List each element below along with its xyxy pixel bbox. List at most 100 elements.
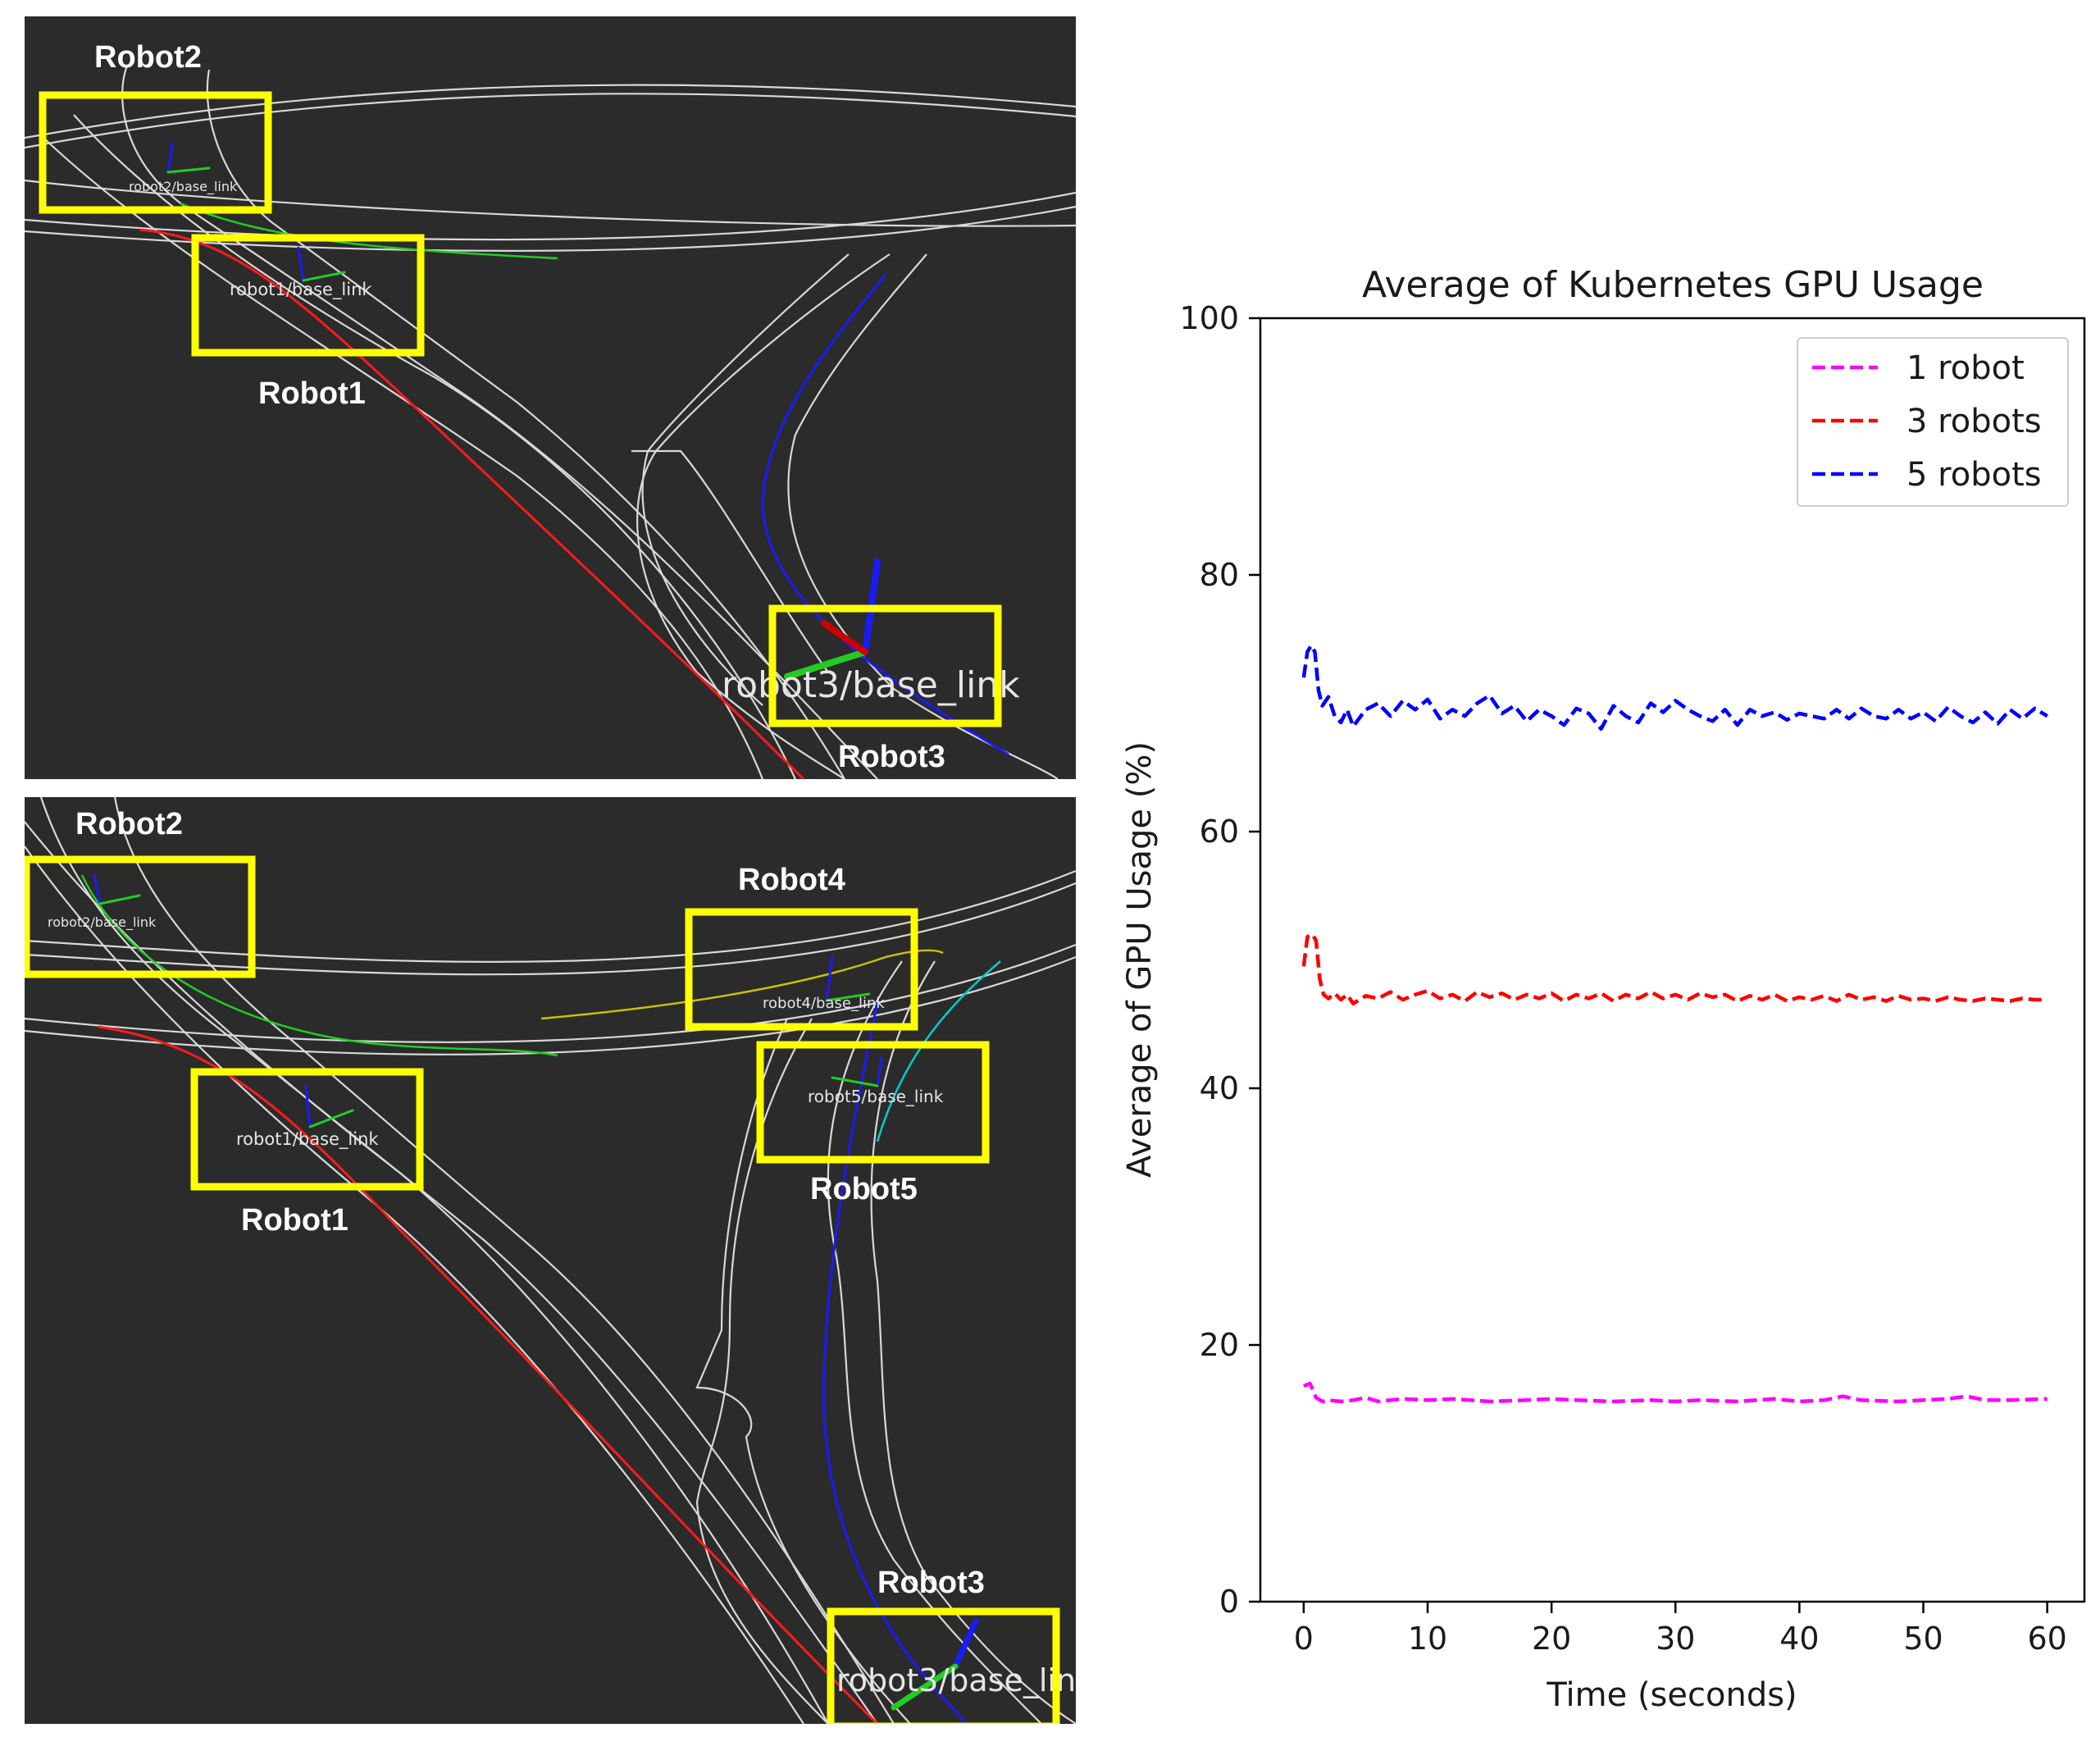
highlight-box-robot1 bbox=[191, 234, 425, 357]
rviz-view-5-robots: robot2/base_link robot1/base_link robot4… bbox=[25, 797, 1076, 1724]
path-green bbox=[80, 874, 558, 1057]
frame-label-robot2: robot2/base_link bbox=[48, 914, 157, 931]
path-blue bbox=[761, 274, 1009, 756]
road-line bbox=[25, 869, 1076, 963]
highlight-box-robot3 bbox=[768, 604, 1002, 727]
tf-z-axis bbox=[876, 1056, 883, 1087]
x-axis-ticks: 0 10 20 30 40 50 60 bbox=[1294, 1602, 2067, 1657]
path-red bbox=[139, 228, 805, 779]
road-line bbox=[25, 179, 1076, 227]
road-line bbox=[25, 205, 1076, 252]
rviz-scene-5-robots: robot2/base_link robot1/base_link robot4… bbox=[25, 797, 1076, 1724]
frame-label-robot4: robot4/base_link bbox=[763, 995, 885, 1012]
tf-y-axis bbox=[302, 271, 346, 282]
road-lines bbox=[25, 65, 1076, 779]
highlight-box-robot4 bbox=[685, 908, 918, 1031]
path-red bbox=[98, 1025, 879, 1724]
road-line bbox=[870, 960, 1076, 1724]
robot-label-robot3: Robot3 bbox=[877, 1566, 985, 1600]
frame-label-robot3: robot3/base_link bbox=[722, 664, 1020, 706]
tf-y-axis bbox=[891, 1663, 959, 1711]
road-line bbox=[113, 797, 895, 1724]
y-tick-label: 80 bbox=[1200, 557, 1239, 593]
y-axis-label: Average of GPU Usage (%) bbox=[1121, 741, 1159, 1178]
rviz-scene-3-robots: robot2/base_link robot1/base_link robot3… bbox=[25, 40, 1076, 779]
road-line bbox=[73, 114, 796, 779]
series-layer bbox=[1301, 643, 2048, 1404]
frame-label-robot1: robot1/base_link bbox=[236, 1129, 379, 1150]
robot-label-robot5: Robot5 bbox=[810, 1172, 918, 1206]
path-blue bbox=[822, 1001, 969, 1724]
robot-label-robot3: Robot3 bbox=[838, 740, 945, 774]
y-tick-label: 0 bbox=[1219, 1584, 1239, 1620]
tf-z-axis bbox=[825, 955, 834, 1002]
highlight-boxes bbox=[25, 855, 1060, 1724]
frame-label-robot2: robot2/base_link bbox=[129, 179, 238, 195]
road-line bbox=[695, 1018, 829, 1724]
frame-label-robot3: robot3/base_link bbox=[836, 1662, 1076, 1698]
highlight-box-robot2 bbox=[25, 855, 256, 978]
road-line bbox=[39, 797, 878, 1724]
x-axis-label: Time (seconds) bbox=[1546, 1676, 1797, 1714]
tf-y-axis bbox=[308, 1109, 354, 1128]
tf-z-axis bbox=[93, 873, 102, 905]
road-line bbox=[40, 134, 764, 779]
robot-label-robot2: Robot2 bbox=[75, 807, 183, 841]
robot-label-robot4: Robot4 bbox=[738, 863, 845, 897]
y-axis-ticks: 0 20 40 60 80 100 bbox=[1179, 300, 1260, 1620]
tf-z-axis bbox=[166, 142, 174, 174]
highlight-box-robot1 bbox=[190, 1068, 424, 1191]
robot-label-robot2: Robot2 bbox=[94, 40, 202, 75]
frame-label-robot5: robot5/base_link bbox=[808, 1087, 944, 1106]
plot-frame bbox=[1259, 317, 2086, 1603]
x-tick-label: 50 bbox=[1903, 1621, 1943, 1657]
highlight-box-robot5 bbox=[756, 1041, 990, 1164]
series-line bbox=[1303, 1381, 2048, 1404]
tf-x-axis bbox=[821, 620, 868, 655]
road-line bbox=[25, 93, 1076, 149]
road-line bbox=[25, 821, 829, 1724]
legend-label: 5 robots bbox=[1906, 456, 2042, 494]
x-tick-label: 10 bbox=[1408, 1621, 1447, 1657]
y-tick-label: 20 bbox=[1200, 1327, 1239, 1363]
highlight-boxes bbox=[39, 91, 1002, 727]
legend-label: 3 robots bbox=[1906, 403, 2042, 440]
tf-z-axis bbox=[952, 1618, 979, 1670]
road-line bbox=[787, 253, 1059, 779]
y-tick-label: 100 bbox=[1179, 300, 1239, 336]
tf-y-axis bbox=[825, 992, 871, 1002]
path-cyan bbox=[876, 960, 1001, 1142]
road-line bbox=[25, 955, 1076, 1055]
legend-frame bbox=[1797, 337, 2069, 507]
path-green bbox=[180, 202, 558, 260]
rviz-view-3-robots: robot2/base_link robot1/base_link robot3… bbox=[25, 16, 1076, 779]
highlight-box-robot2 bbox=[39, 91, 272, 214]
chart-title: Average of Kubernetes GPU Usage bbox=[1362, 264, 1984, 306]
road-line bbox=[25, 191, 1076, 241]
chart-legend: 1 robot 3 robots 5 robots bbox=[1797, 337, 2069, 507]
tf-y-axis bbox=[166, 166, 211, 174]
x-tick-label: 20 bbox=[1532, 1621, 1571, 1657]
road-line bbox=[827, 960, 1042, 1724]
road-line bbox=[695, 1018, 911, 1724]
tf-y-axis bbox=[831, 1076, 879, 1087]
tf-y-axis bbox=[784, 649, 868, 680]
tf-y-axis bbox=[98, 894, 141, 905]
tf-z-axis bbox=[297, 246, 305, 282]
x-tick-label: 0 bbox=[1294, 1621, 1314, 1657]
path-yellow bbox=[540, 949, 944, 1020]
x-tick-label: 60 bbox=[2027, 1621, 2066, 1657]
y-tick-label: 60 bbox=[1200, 814, 1239, 850]
y-tick-label: 40 bbox=[1200, 1070, 1239, 1106]
road-line bbox=[25, 84, 1076, 139]
series-line bbox=[1301, 932, 2048, 1005]
x-tick-label: 30 bbox=[1656, 1621, 1695, 1657]
tf-axes bbox=[93, 873, 979, 1711]
highlight-box-robot3 bbox=[827, 1607, 1060, 1724]
frame-label-robot1: robot1/base_link bbox=[230, 280, 372, 300]
road-line bbox=[636, 253, 891, 779]
tf-z-axis bbox=[304, 1084, 312, 1128]
road-line bbox=[25, 882, 1076, 976]
robot-label-robot1: Robot1 bbox=[241, 1203, 348, 1238]
series-line bbox=[1301, 643, 2048, 732]
